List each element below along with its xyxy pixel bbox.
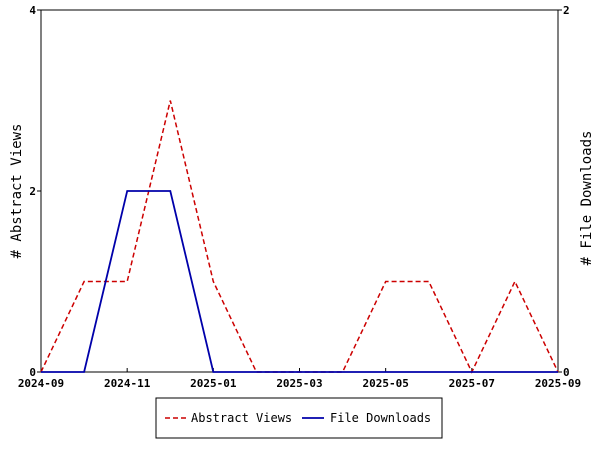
x-tick-label: 2025-09 xyxy=(535,377,581,390)
x-tick-label: 2024-09 xyxy=(18,377,64,390)
legend: Abstract Views File Downloads xyxy=(155,397,443,439)
x-tick-label: 2025-01 xyxy=(190,377,237,390)
plot-area xyxy=(40,9,559,373)
x-tick-label: 2025-05 xyxy=(362,377,408,390)
y-axis-title: # Abstract Views xyxy=(9,124,25,259)
x-tick-label: 2025-03 xyxy=(276,377,322,390)
series-line-abstract-views xyxy=(40,100,559,374)
y2-tick-label: 0 xyxy=(563,366,570,379)
y-tick-label: 4 xyxy=(29,4,36,17)
y2-tick-label: 2 xyxy=(563,4,570,17)
legend-box xyxy=(155,397,443,439)
x-tick-label: 2024-11 xyxy=(104,377,151,390)
x-tick-label: 2025-07 xyxy=(449,377,495,390)
y-tick-label: 2 xyxy=(29,185,36,198)
legend-entry-label: Abstract Views xyxy=(191,411,292,425)
legend-entry-label: File Downloads xyxy=(330,411,431,425)
y-tick-label: 0 xyxy=(29,366,36,379)
y2-axis-title: # File Downloads xyxy=(579,131,595,266)
series-line-file-downloads xyxy=(41,190,558,373)
